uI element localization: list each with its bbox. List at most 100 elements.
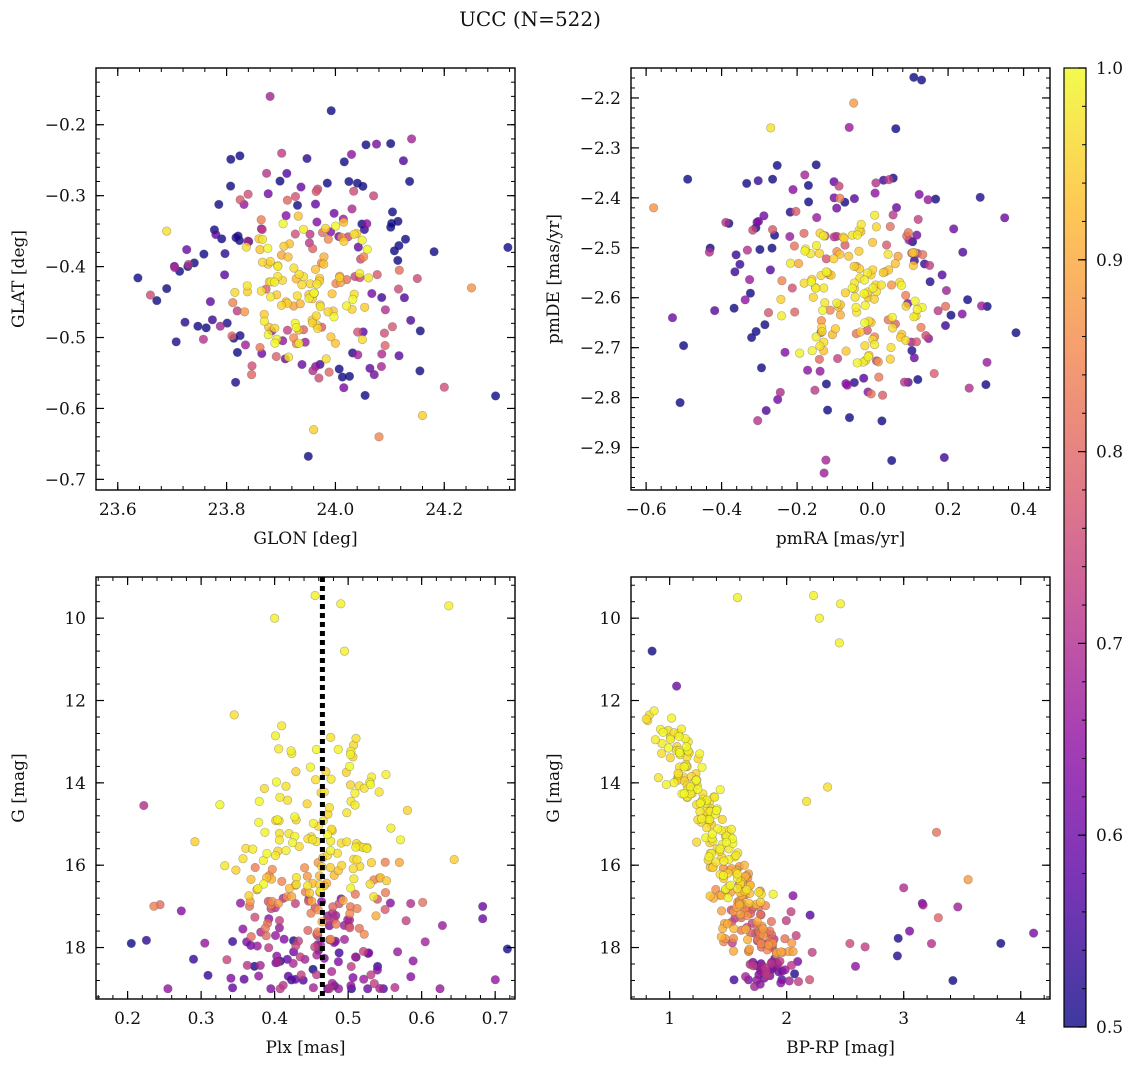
scatter-point — [787, 283, 797, 293]
scatter-point — [321, 354, 331, 364]
scatter-point — [800, 170, 810, 180]
scatter-point — [359, 974, 369, 984]
scatter-point — [238, 924, 248, 934]
scatter-point — [335, 273, 345, 283]
scatter-point — [776, 978, 786, 988]
scatter-point — [803, 180, 814, 190]
scatter-point — [721, 217, 731, 227]
scatter-point — [270, 338, 280, 348]
scatter-point — [860, 942, 870, 952]
y-tick-label: −2.2 — [580, 89, 621, 109]
scatter-point — [835, 599, 846, 609]
scatter-point — [811, 332, 821, 342]
scatter-point — [334, 984, 344, 994]
scatter-point — [776, 294, 786, 305]
axes-frame — [95, 67, 516, 491]
y-tick-label: 14 — [599, 774, 621, 794]
scatter-point — [380, 857, 390, 867]
scatter-point — [259, 316, 269, 326]
scatter-point — [647, 646, 657, 656]
scatter-point — [851, 302, 861, 313]
scatter-point — [269, 277, 280, 287]
scatter-point — [716, 932, 726, 942]
scatter-point — [269, 498, 278, 507]
scatter-point — [829, 232, 839, 242]
scatter-point — [369, 892, 379, 902]
scatter-point — [247, 370, 257, 380]
scatter-point — [832, 203, 842, 213]
scatter-point — [808, 292, 818, 302]
scatter-point — [822, 405, 833, 415]
scatter-point — [673, 768, 683, 779]
scatter-point — [327, 289, 337, 299]
scatter-point — [870, 210, 880, 220]
axes-frame — [630, 67, 1051, 491]
scatter-point — [914, 189, 924, 199]
scatter-point — [731, 250, 741, 260]
scatter-point — [789, 241, 800, 251]
scatter-point — [163, 984, 173, 994]
scatter-point — [852, 358, 862, 368]
y-tick-label: −0.6 — [45, 399, 86, 419]
scatter-point — [666, 713, 677, 723]
scatter-point — [817, 305, 828, 315]
scatter-point — [820, 298, 830, 308]
scatter-point — [963, 874, 973, 885]
scatter-point — [292, 291, 302, 301]
scatter-points — [641, 590, 1039, 992]
scatter-point — [263, 243, 273, 253]
scatter-point — [294, 841, 304, 852]
scatter-point — [657, 738, 667, 749]
y-tick-label: −2.6 — [580, 289, 621, 309]
scatter-point — [765, 265, 776, 275]
scatter-point — [896, 280, 907, 290]
scatter-point — [347, 204, 357, 214]
scatter-point — [294, 338, 304, 348]
scatter-point — [674, 731, 684, 742]
x-axis-label: Plx [mas] — [265, 1038, 345, 1058]
scatter-point — [899, 377, 910, 387]
scatter-point — [683, 174, 693, 184]
scatter-point — [357, 235, 367, 245]
scatter-point — [389, 246, 400, 256]
scatter-point — [322, 178, 332, 188]
scatter-point — [393, 284, 404, 294]
scatter-points — [126, 590, 513, 994]
scatter-point — [730, 267, 740, 277]
scatter-point — [946, 310, 956, 320]
scatter-point — [226, 154, 236, 164]
scatter-point — [200, 938, 210, 948]
scatter-point — [334, 364, 344, 374]
scatter-point — [834, 181, 844, 191]
scatter-point — [957, 309, 967, 319]
scatter-point — [336, 599, 346, 609]
scatter-point — [641, 714, 651, 724]
scatter-point — [786, 907, 796, 917]
scatter-point — [710, 306, 720, 316]
scatter-point — [308, 818, 318, 828]
scatter-point — [887, 312, 897, 322]
scatter-point — [859, 289, 869, 299]
scatter-point — [281, 845, 291, 856]
scatter-point — [402, 805, 413, 816]
scatter-point — [393, 947, 403, 957]
axis-ticks: 0.2 0.3 0.4 0.5 0.6 0.7 10 12 14 16 18 — [64, 577, 515, 1029]
scatter-point — [282, 325, 293, 335]
scatter-point — [832, 353, 843, 364]
scatter-point — [802, 365, 813, 375]
panel-bottom-left: 0.2 0.3 0.4 0.5 0.6 0.7 10 12 14 16 18 Plx [mas] G [… — [9, 576, 516, 1058]
scatter-point — [478, 901, 488, 912]
scatter-point — [883, 249, 893, 259]
scatter-point — [679, 762, 689, 772]
scatter-point — [964, 383, 974, 393]
scatter-point — [444, 601, 454, 611]
scatter-point — [675, 398, 685, 408]
x-tick-label: 24.2 — [425, 500, 463, 520]
scatter-point — [162, 284, 172, 294]
scatter-point — [949, 224, 959, 234]
scatter-point — [260, 923, 270, 933]
scatter-point — [327, 966, 337, 977]
scatter-point — [937, 270, 947, 280]
scatter-point — [337, 372, 348, 382]
scatter-point — [406, 898, 416, 909]
